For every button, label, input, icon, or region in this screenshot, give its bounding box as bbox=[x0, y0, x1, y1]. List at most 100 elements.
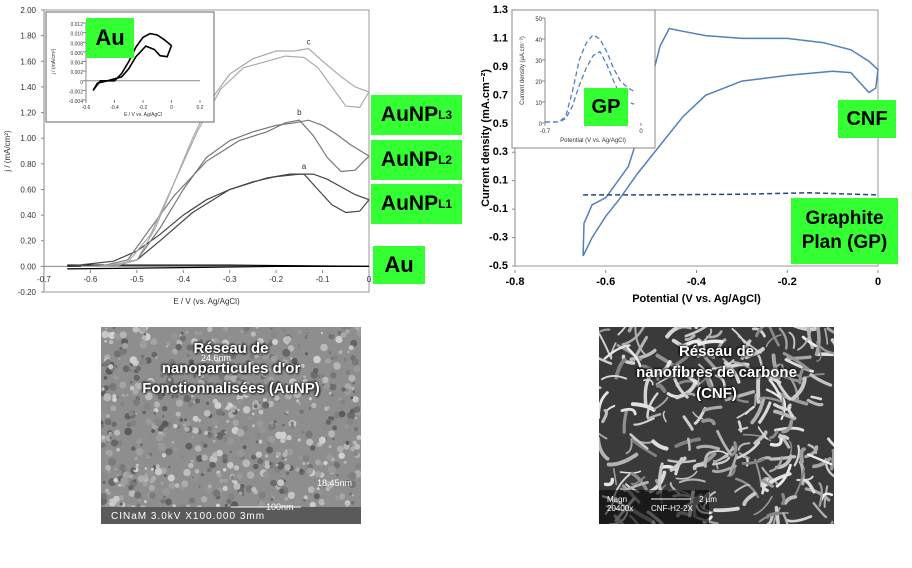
sem-right-fiber bbox=[643, 372, 654, 406]
sem-left-grain bbox=[105, 488, 109, 493]
sem-left-grain bbox=[280, 367, 284, 371]
sem-left-grain bbox=[352, 494, 355, 497]
sem-left-grain bbox=[133, 467, 136, 471]
sem-left-grain bbox=[197, 342, 203, 348]
left-inset-xtick-label-1: -0.4 bbox=[110, 105, 119, 111]
sem-right-fiber bbox=[646, 392, 659, 419]
sem-left-grain bbox=[333, 362, 341, 370]
sem-left-grain bbox=[204, 368, 209, 374]
sem-left-grain bbox=[117, 440, 123, 446]
sem-left-grain bbox=[315, 459, 321, 466]
sem-left-grain bbox=[149, 492, 156, 499]
left-inset-ytick-label-4: 0.004 bbox=[70, 61, 83, 67]
sem-right-fiber bbox=[702, 405, 723, 412]
sem-left-grain bbox=[151, 475, 157, 482]
sem-left-grain bbox=[230, 475, 235, 480]
sem-right-fiber bbox=[655, 360, 672, 376]
sem-left-grain bbox=[155, 433, 164, 442]
sem-left-grain bbox=[272, 368, 276, 372]
sem-left-grain bbox=[188, 462, 194, 469]
sem-right-fiber bbox=[621, 327, 645, 346]
sem-left-grain bbox=[188, 497, 196, 504]
left-chart-xlabel: E / V (vs. Ag/AgCl) bbox=[173, 297, 240, 306]
sem-left-title-line3: Fonctionnalisées (AuNP) bbox=[142, 380, 320, 397]
sem-left-grain bbox=[230, 347, 233, 350]
sem-right-fiber bbox=[669, 456, 687, 472]
sem-left-grain bbox=[150, 338, 158, 346]
sem-left-grain bbox=[299, 468, 303, 473]
sem-left-grain bbox=[326, 453, 333, 461]
sem-right-fiber bbox=[816, 347, 822, 362]
sem-left-grain bbox=[237, 398, 244, 405]
sem-left-grain bbox=[153, 411, 157, 415]
left-inset-ytick-label-3: 0.002 bbox=[70, 70, 83, 76]
sem-left-grain bbox=[227, 402, 233, 408]
sem-left-grain bbox=[296, 399, 300, 403]
sem-left-grain bbox=[219, 478, 224, 484]
sem-left-grain bbox=[190, 459, 194, 463]
sem-left-grain bbox=[191, 394, 194, 398]
sem-right-fiber bbox=[631, 439, 657, 458]
sem-left-grain bbox=[140, 354, 145, 359]
sem-left-grain bbox=[139, 327, 147, 333]
sem-right-fiber bbox=[633, 417, 655, 426]
sem-left-grain bbox=[101, 387, 105, 391]
sem-left-grain bbox=[240, 330, 244, 334]
sem-left-grain bbox=[139, 340, 148, 349]
sem-left-grain bbox=[145, 418, 152, 425]
sem-left-grain bbox=[306, 462, 310, 465]
sem-left-grain bbox=[155, 464, 160, 469]
sem-left-grain bbox=[245, 484, 254, 493]
sem-left-grain bbox=[182, 488, 187, 493]
sem-left-grain bbox=[261, 354, 264, 357]
sem-left-grain bbox=[282, 328, 286, 332]
right-inset-ytick-label-1: 10 bbox=[535, 101, 542, 107]
sem-right-fiber bbox=[758, 401, 772, 424]
sem-left-grain bbox=[351, 501, 355, 505]
sem-left-grain bbox=[270, 355, 278, 363]
sem-left-grain bbox=[222, 485, 228, 492]
sem-left-grain bbox=[135, 396, 141, 401]
sem-left-grain bbox=[266, 367, 272, 373]
sem-left-grain bbox=[320, 332, 323, 335]
sem-left-grain bbox=[270, 497, 274, 501]
sem-left-grain bbox=[238, 391, 243, 396]
right-inset-xtick-label-0: -0.7 bbox=[540, 129, 551, 135]
tag-aunp-l3: AuNP L3 bbox=[371, 95, 462, 135]
sem-left-grain bbox=[345, 440, 350, 445]
sem-left-grain bbox=[317, 488, 324, 496]
sem-left-grain bbox=[128, 411, 134, 417]
sem-left-grain bbox=[108, 457, 117, 466]
sem-left-grain bbox=[248, 437, 251, 440]
sem-left-grain bbox=[341, 327, 347, 330]
sem-left-grain bbox=[306, 335, 309, 338]
sem-left-grain bbox=[165, 392, 170, 396]
sem-left-grain bbox=[193, 374, 197, 379]
sem-left-grain bbox=[350, 339, 358, 347]
sem-left-grain bbox=[251, 454, 256, 460]
sem-left-grain bbox=[288, 385, 293, 390]
sem-left-grain bbox=[263, 350, 267, 353]
sem-left-grain bbox=[248, 417, 251, 420]
sem-left-grain bbox=[108, 470, 112, 474]
left-chart-series-AuNPL2-0 bbox=[81, 119, 370, 267]
sem-left-grain bbox=[345, 503, 349, 507]
sem-left-grain bbox=[103, 393, 112, 402]
sem-right-fiber bbox=[756, 371, 761, 404]
left-chart-xtick-label-0: -0.7 bbox=[37, 275, 51, 284]
sem-left-grain bbox=[144, 500, 147, 504]
sem-left-grain bbox=[347, 350, 350, 354]
sem-right-fiber bbox=[634, 327, 646, 356]
sem-left-grain bbox=[253, 404, 258, 409]
sem-left-grain bbox=[119, 381, 127, 389]
sem-left-grain bbox=[291, 357, 298, 365]
sem-left-grain bbox=[129, 369, 133, 372]
sem-left-grain bbox=[103, 376, 108, 380]
sem-left-grain bbox=[282, 348, 291, 357]
sem-right-fiber bbox=[765, 388, 782, 400]
sem-left-grain bbox=[200, 339, 203, 342]
sem-right-fiber bbox=[667, 459, 697, 464]
sem-left-grain bbox=[200, 374, 204, 379]
sem-right-magn: Magn bbox=[607, 495, 628, 504]
sem-right-title-line3: (CNF) bbox=[696, 385, 737, 402]
